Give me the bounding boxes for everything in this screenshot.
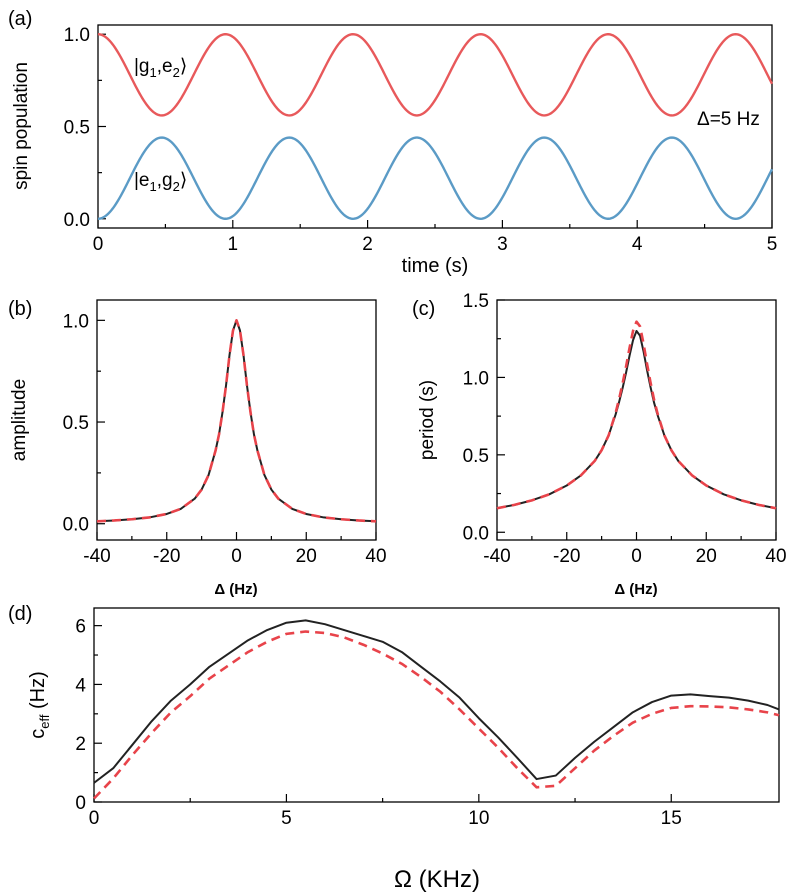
x-tick-label: 5 xyxy=(281,808,292,829)
y-tick-label: 0.5 xyxy=(63,413,89,434)
y-tick-label: 0 xyxy=(75,793,86,814)
x-tick-label: 20 xyxy=(696,546,717,567)
x-tick-label: 10 xyxy=(468,808,489,829)
detuning-annotation: Δ=5 Hz xyxy=(697,109,760,130)
y-tick-label: 4 xyxy=(75,675,86,696)
panel-d-ylabel: ceff (Hz) xyxy=(27,671,52,739)
panel-d: (d) 0 5 10 15 0 2 4 6 Ω (KHz) ceff (Hz) xyxy=(8,603,780,893)
x-tick-label: 40 xyxy=(765,546,786,567)
panel-c-xlabel: Δ (Hz) xyxy=(614,581,657,598)
x-tick-label: 4 xyxy=(632,234,643,255)
series-line-analytic xyxy=(96,319,377,523)
series-line-e1g2 xyxy=(97,136,774,220)
y-tick-label: 1.0 xyxy=(463,368,489,389)
panel-a-xlabel: time (s) xyxy=(402,255,469,277)
panel-a-frame xyxy=(97,24,773,229)
x-tick-label: 0 xyxy=(631,546,642,567)
x-tick-label: 0 xyxy=(231,546,242,567)
y-tick-label: 2 xyxy=(75,734,86,755)
x-tick-label: 40 xyxy=(365,546,386,567)
panel-label-d: (d) xyxy=(8,603,32,625)
series-line-analytic xyxy=(93,630,780,800)
panel-d-x-ticks: 0 5 10 15 xyxy=(89,794,682,829)
x-tick-label: 0 xyxy=(89,808,100,829)
panel-c-y-ticks: 0.0 0.5 1.0 1.5 xyxy=(463,291,505,544)
y-tick-label: 1.0 xyxy=(63,311,89,332)
panel-d-y-ticks: 0 2 4 6 xyxy=(75,617,102,814)
series-line-numerical xyxy=(96,319,377,523)
panel-a-y-ticks: 0.0 0.5 1.0 xyxy=(64,25,106,231)
panel-a-x-ticks: 0 1 2 3 4 5 xyxy=(93,220,778,255)
legend-e1g2: |e1,g2⟩ xyxy=(134,170,187,194)
x-tick-label: -20 xyxy=(153,546,180,567)
panel-b-frame xyxy=(96,299,377,541)
panel-b-xlabel: Δ (Hz) xyxy=(214,581,257,598)
panel-c-ylabel: period (s) xyxy=(417,380,438,460)
panel-d-frame xyxy=(93,607,780,803)
panel-a: (a) 0 1 2 3 4 5 0.0 0.5 1.0 time (s) spin popul… xyxy=(8,8,777,277)
legend-g1e2: |g1,e2⟩ xyxy=(134,56,187,80)
y-tick-label: 0.0 xyxy=(63,515,89,536)
x-tick-label: 2 xyxy=(362,234,373,255)
series-line-g1e2 xyxy=(97,33,774,117)
x-tick-label: -40 xyxy=(83,546,110,567)
panel-d-series xyxy=(93,619,780,800)
panel-d-xlabel: Ω (KHz) xyxy=(394,866,480,893)
y-tick-label: 0.0 xyxy=(463,523,489,544)
panel-b-ylabel: amplitude xyxy=(9,379,30,461)
y-tick-label: 6 xyxy=(75,617,86,638)
panel-a-ylabel: spin population xyxy=(11,62,32,190)
x-tick-label: 0 xyxy=(93,234,104,255)
y-tick-label: 1.0 xyxy=(64,25,90,46)
y-tick-label: 0.5 xyxy=(64,118,90,139)
panel-a-series xyxy=(97,33,774,220)
panel-c: (c) -40 -20 0 20 40 0.0 0.5 1.0 1.5 Δ (Hz) peri… xyxy=(412,291,787,598)
panel-c-x-ticks: -40 -20 0 20 40 xyxy=(483,532,787,567)
x-tick-label: 5 xyxy=(767,234,778,255)
series-line-numerical xyxy=(496,329,777,510)
x-tick-label: 1 xyxy=(228,234,239,255)
x-tick-label: -40 xyxy=(483,546,510,567)
series-line-numerical xyxy=(93,619,780,784)
panel-c-series xyxy=(496,320,777,510)
panel-label-a: (a) xyxy=(8,8,32,30)
series-line-analytic xyxy=(496,320,777,510)
y-tick-label: 0.5 xyxy=(463,446,489,467)
x-tick-label: -20 xyxy=(553,546,580,567)
y-tick-label: 0.0 xyxy=(64,210,90,231)
panel-b-x-ticks: -40 -20 0 20 40 xyxy=(83,532,387,567)
panel-b: (b) -40 -20 0 20 40 0.0 0.5 1.0 Δ (Hz) amplitu… xyxy=(8,298,387,598)
panel-label-b: (b) xyxy=(8,298,32,320)
panel-b-y-ticks: 0.0 0.5 1.0 xyxy=(63,311,105,536)
y-tick-label: 1.5 xyxy=(463,291,489,312)
x-tick-label: 15 xyxy=(661,808,682,829)
x-tick-label: 3 xyxy=(497,234,508,255)
panel-label-c: (c) xyxy=(412,298,435,320)
panel-b-series xyxy=(96,319,377,523)
panel-c-frame xyxy=(496,299,777,541)
x-tick-label: 20 xyxy=(296,546,317,567)
